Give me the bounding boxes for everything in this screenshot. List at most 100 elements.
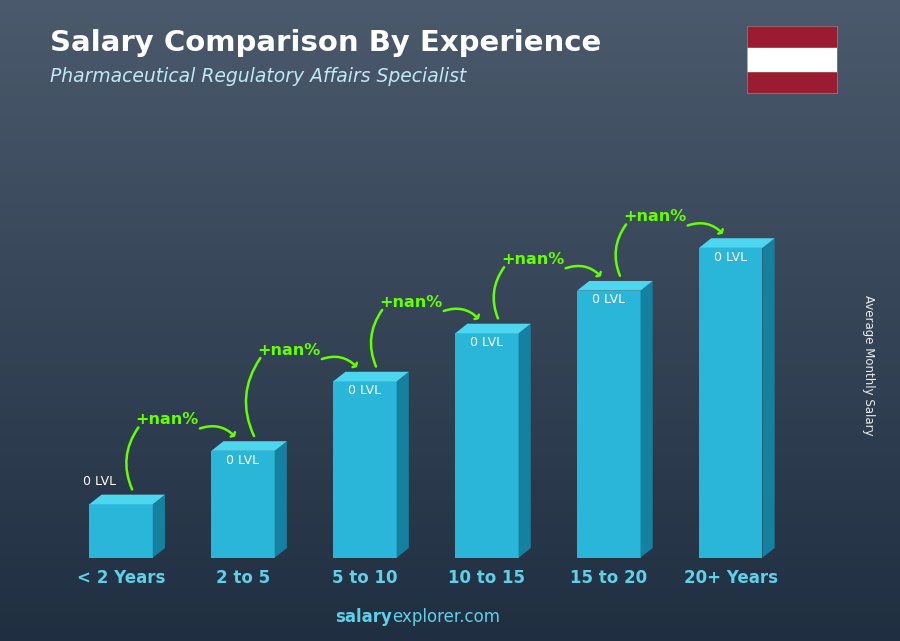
Text: +nan%: +nan%	[257, 343, 320, 358]
Bar	[0, 263, 900, 269]
Bar	[0, 19, 900, 26]
Bar	[0, 378, 900, 385]
Bar	[0, 135, 900, 141]
Bar	[0, 506, 900, 513]
Bar	[0, 38, 900, 45]
Bar	[0, 577, 900, 583]
Bar	[0, 545, 900, 551]
Bar	[0, 538, 900, 545]
Text: +nan%: +nan%	[135, 412, 198, 428]
Bar	[0, 6, 900, 13]
Bar	[0, 26, 900, 32]
Bar	[0, 276, 900, 282]
Bar	[0, 487, 900, 494]
Polygon shape	[333, 372, 409, 381]
Bar	[0, 250, 900, 256]
Bar	[0, 628, 900, 635]
Text: 0 LVL: 0 LVL	[83, 475, 116, 488]
Bar	[0, 212, 900, 218]
Polygon shape	[212, 441, 287, 451]
Bar	[0, 141, 900, 147]
Bar	[0, 455, 900, 462]
Bar	[0, 385, 900, 391]
Text: 0 LVL: 0 LVL	[471, 336, 503, 349]
Text: +nan%: +nan%	[379, 295, 442, 310]
Polygon shape	[397, 372, 409, 558]
Bar	[0, 353, 900, 359]
Bar	[0, 609, 900, 615]
Bar	[0, 218, 900, 224]
Text: 0 LVL: 0 LVL	[715, 251, 747, 263]
Bar	[0, 77, 900, 83]
Bar	[0, 147, 900, 154]
Bar	[0, 365, 900, 372]
Bar	[0, 423, 900, 429]
Polygon shape	[89, 504, 153, 558]
Bar	[0, 122, 900, 128]
Bar	[0, 32, 900, 38]
Bar	[0, 115, 900, 122]
Text: Average Monthly Salary: Average Monthly Salary	[862, 295, 875, 436]
Bar	[0, 372, 900, 378]
Bar	[0, 237, 900, 244]
Bar	[0, 13, 900, 19]
Bar	[0, 404, 900, 410]
Bar	[0, 71, 900, 77]
Bar	[0, 224, 900, 231]
Bar	[0, 167, 900, 173]
Bar	[0, 500, 900, 506]
Bar	[0, 205, 900, 212]
Polygon shape	[577, 290, 641, 558]
Bar	[0, 269, 900, 276]
Bar	[0, 429, 900, 436]
Bar	[0, 436, 900, 442]
Bar	[0, 397, 900, 404]
Text: +nan%: +nan%	[501, 252, 564, 267]
Text: 0 LVL: 0 LVL	[592, 294, 626, 306]
Bar	[0, 0, 900, 6]
Polygon shape	[699, 248, 762, 558]
Text: 0 LVL: 0 LVL	[348, 384, 382, 397]
Bar	[0, 103, 900, 109]
Bar	[0, 590, 900, 596]
Polygon shape	[89, 495, 165, 504]
Bar	[0, 128, 900, 135]
Bar	[0, 192, 900, 199]
Bar	[0, 288, 900, 295]
Bar	[0, 244, 900, 250]
Bar	[0, 282, 900, 288]
Bar	[0, 256, 900, 263]
Bar	[0, 160, 900, 167]
Polygon shape	[518, 324, 531, 558]
Polygon shape	[455, 324, 531, 333]
Text: Salary Comparison By Experience: Salary Comparison By Experience	[50, 29, 601, 57]
Bar	[0, 58, 900, 64]
Bar	[0, 186, 900, 192]
Bar	[0, 442, 900, 449]
Bar	[0, 154, 900, 160]
Polygon shape	[212, 451, 274, 558]
Polygon shape	[577, 281, 652, 290]
Bar	[0, 64, 900, 71]
Text: explorer.com: explorer.com	[392, 608, 500, 626]
Bar	[0, 468, 900, 474]
Bar	[0, 83, 900, 90]
Bar	[0, 308, 900, 314]
Text: 0 LVL: 0 LVL	[227, 454, 259, 467]
Bar	[0, 109, 900, 115]
Bar	[0, 90, 900, 96]
Bar	[0, 449, 900, 455]
Bar	[0, 564, 900, 570]
Bar	[0, 320, 900, 327]
Polygon shape	[455, 333, 518, 558]
Bar	[0, 462, 900, 468]
Text: +nan%: +nan%	[623, 210, 686, 224]
Bar	[0, 532, 900, 538]
Bar	[747, 47, 837, 71]
Bar	[0, 596, 900, 603]
Bar	[0, 558, 900, 564]
Polygon shape	[333, 381, 397, 558]
Bar	[0, 51, 900, 58]
Polygon shape	[641, 281, 652, 558]
Bar	[0, 410, 900, 417]
